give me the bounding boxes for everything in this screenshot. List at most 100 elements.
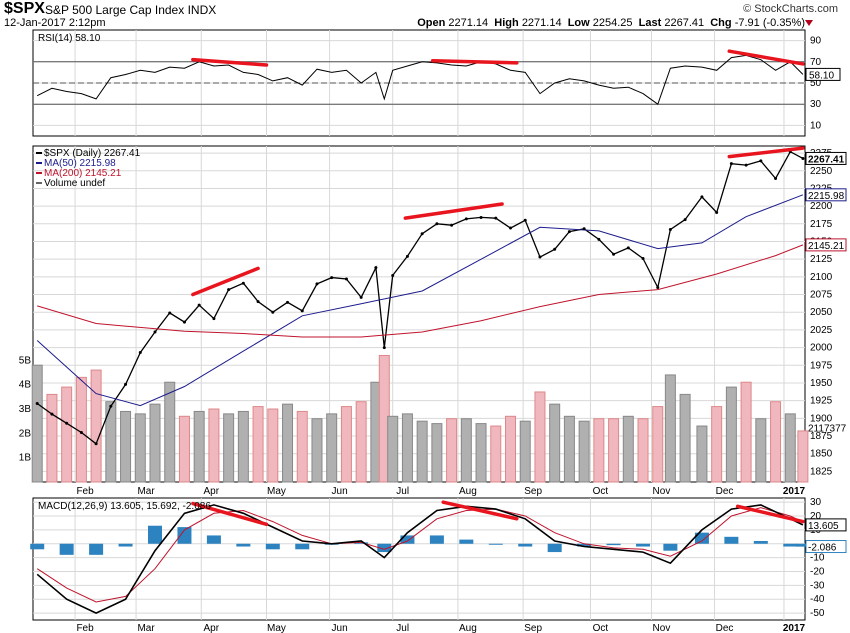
macd-histogram-bar: [30, 543, 45, 550]
ma50-current-label: 2215.98: [808, 191, 845, 202]
price-point: [450, 223, 454, 227]
price-y-tick-label: 1900: [810, 413, 833, 424]
volume-bar: [193, 410, 205, 483]
volume-bar: [784, 413, 796, 483]
price-point: [182, 320, 186, 324]
macd-histogram-bar: [606, 543, 621, 546]
price-point: [700, 195, 704, 199]
macd-histogram-bar: [89, 543, 104, 555]
red-trendline: [727, 146, 805, 159]
macd-histogram-bar: [547, 543, 562, 553]
last-label: Last: [638, 17, 662, 29]
price-y-tick-label: 2050: [810, 307, 833, 318]
macd-histogram-bar: [400, 535, 415, 544]
price-point: [612, 252, 616, 256]
price-point: [168, 311, 172, 315]
volume-y-tick-label: 2B: [19, 428, 32, 439]
copyright: © StockCharts.com: [743, 3, 838, 15]
macd-y-tick-label: -20: [810, 566, 825, 577]
price-legend-entry: $SPX (Daily) 2267.41: [44, 148, 141, 159]
price-point: [374, 266, 378, 270]
volume-bar: [446, 418, 458, 483]
price-y-tick-label: 2175: [810, 219, 833, 230]
macd-histogram-bar: [295, 543, 310, 550]
price-legend-entry: MA(50) 2215.98: [44, 158, 116, 169]
volume-bar: [505, 415, 517, 483]
volume-bar: [282, 403, 294, 483]
volume-bar: [578, 420, 590, 483]
macd-y-tick-label: 30: [810, 497, 822, 508]
macd-hist-current-box: [805, 540, 847, 554]
volume-bar: [252, 406, 264, 483]
price-x-tick-label: Feb: [76, 486, 94, 497]
macd-legend: MACD(12,26,9) 13.605, 15.692, -2.086: [38, 501, 211, 512]
price-point: [227, 288, 231, 292]
price-y-tick-label: 2200: [810, 201, 833, 212]
volume-bar: [431, 423, 443, 483]
price-point: [668, 227, 672, 231]
price-current-label: 2267.41: [808, 154, 845, 165]
exchange-label: INDX: [187, 3, 217, 17]
price-point: [212, 317, 216, 321]
macd-histogram-bar: [265, 543, 280, 550]
price-y-tick-label: 2000: [810, 343, 833, 354]
high-value: 2271.14: [521, 17, 562, 29]
macd-hist-current-label: -2.086: [808, 543, 837, 554]
volume-bar: [563, 415, 575, 483]
price-point: [759, 159, 763, 163]
price-point: [553, 247, 557, 251]
volume-bar: [105, 401, 117, 483]
volume-bar: [326, 413, 338, 483]
rsi-y-tick-label: 90: [810, 36, 822, 47]
rsi-current-label: 58.10: [809, 70, 834, 81]
volume-bar: [608, 418, 620, 483]
price-x-tick-label: 2017: [783, 486, 806, 497]
macd-x-tick-label: Jul: [396, 623, 409, 633]
volume-bar: [664, 374, 676, 483]
volume-bar: [237, 410, 249, 483]
macd-histogram-bar: [429, 535, 444, 544]
macd-current-label: 13.605: [808, 521, 839, 532]
volume-bar: [311, 418, 323, 483]
high-label: High: [494, 17, 519, 29]
low-label: Low: [567, 17, 590, 29]
red-trendline: [727, 49, 805, 66]
price-point: [420, 232, 424, 236]
moving-average-line: [36, 194, 804, 407]
volume-bar: [61, 386, 73, 483]
price-point: [626, 246, 630, 250]
chart-symbol: $SPX: [4, 0, 45, 17]
price-point: [801, 156, 805, 160]
price-point: [65, 421, 69, 425]
macd-histogram-bar: [724, 536, 739, 544]
price-point: [50, 412, 54, 416]
price-point: [435, 222, 439, 226]
price-y-tick-label: 1950: [810, 378, 833, 389]
date-time: 12-Jan-2017 2:12pm: [4, 17, 106, 29]
price-x-tick-label: Mar: [137, 486, 155, 497]
macd-histogram-bar: [59, 543, 74, 555]
price-point: [538, 255, 542, 259]
price-point: [509, 226, 513, 230]
macd-histogram-bar: [354, 542, 369, 544]
price-point: [479, 215, 483, 219]
volume-bar: [740, 381, 752, 483]
volume-bar: [652, 406, 664, 483]
price-x-tick-label: Apr: [204, 486, 220, 497]
macd-histogram-bar: [636, 543, 651, 547]
price-point: [300, 309, 304, 313]
volume-bar: [637, 418, 649, 483]
price-point: [241, 281, 245, 285]
macd-x-tick-label: Sep: [524, 623, 542, 633]
moving-average-line: [37, 244, 804, 338]
price-y-tick-label: 2025: [810, 325, 833, 336]
macd-histogram-bar: [753, 540, 768, 544]
price-point: [359, 295, 363, 299]
price-point: [391, 273, 395, 277]
chg-value: -7.91 (-0.35%): [734, 17, 805, 29]
price-point: [138, 351, 142, 355]
price-x-tick-label: Dec: [716, 486, 734, 497]
price-x-tick-label: Sep: [524, 486, 542, 497]
volume-bar: [31, 364, 43, 483]
